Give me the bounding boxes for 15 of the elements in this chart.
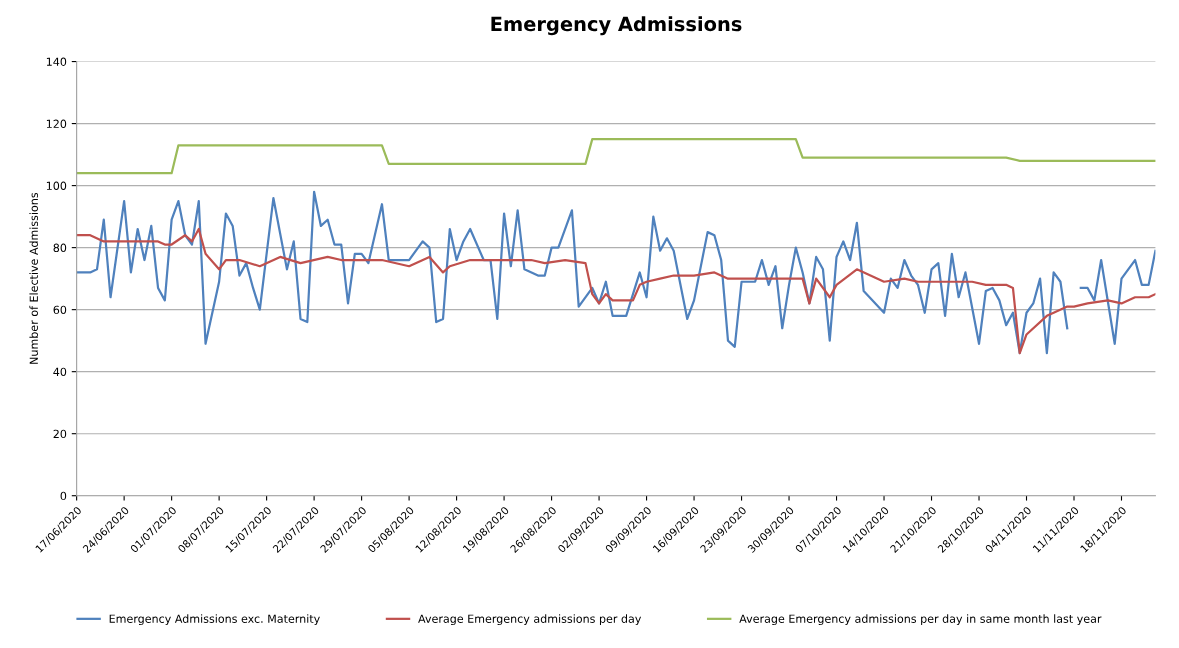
line-series [76, 227, 1156, 355]
y-tick-label: 0 [60, 491, 67, 501]
y-tick-label: 40 [53, 367, 67, 377]
y-tick-label: 100 [46, 181, 67, 190]
y-tick-label: 80 [53, 243, 67, 253]
legend-label: Average Emergency admissions per day in same month last year [739, 614, 1102, 626]
y-tick-label: 60 [53, 305, 67, 315]
legend-label: Average Emergency admissions per day [418, 614, 642, 626]
chart-title: Emergency Admissions [491, 16, 742, 36]
y-tick-label: 120 [46, 119, 67, 128]
line-series [76, 137, 1156, 175]
y-tick-label: 140 [46, 57, 67, 66]
y-axis-title: Number of Elective Admissions [29, 192, 38, 364]
y-tick-label: 20 [53, 429, 67, 439]
legend-label: Emergency Admissions exc. Maternity [109, 614, 320, 626]
